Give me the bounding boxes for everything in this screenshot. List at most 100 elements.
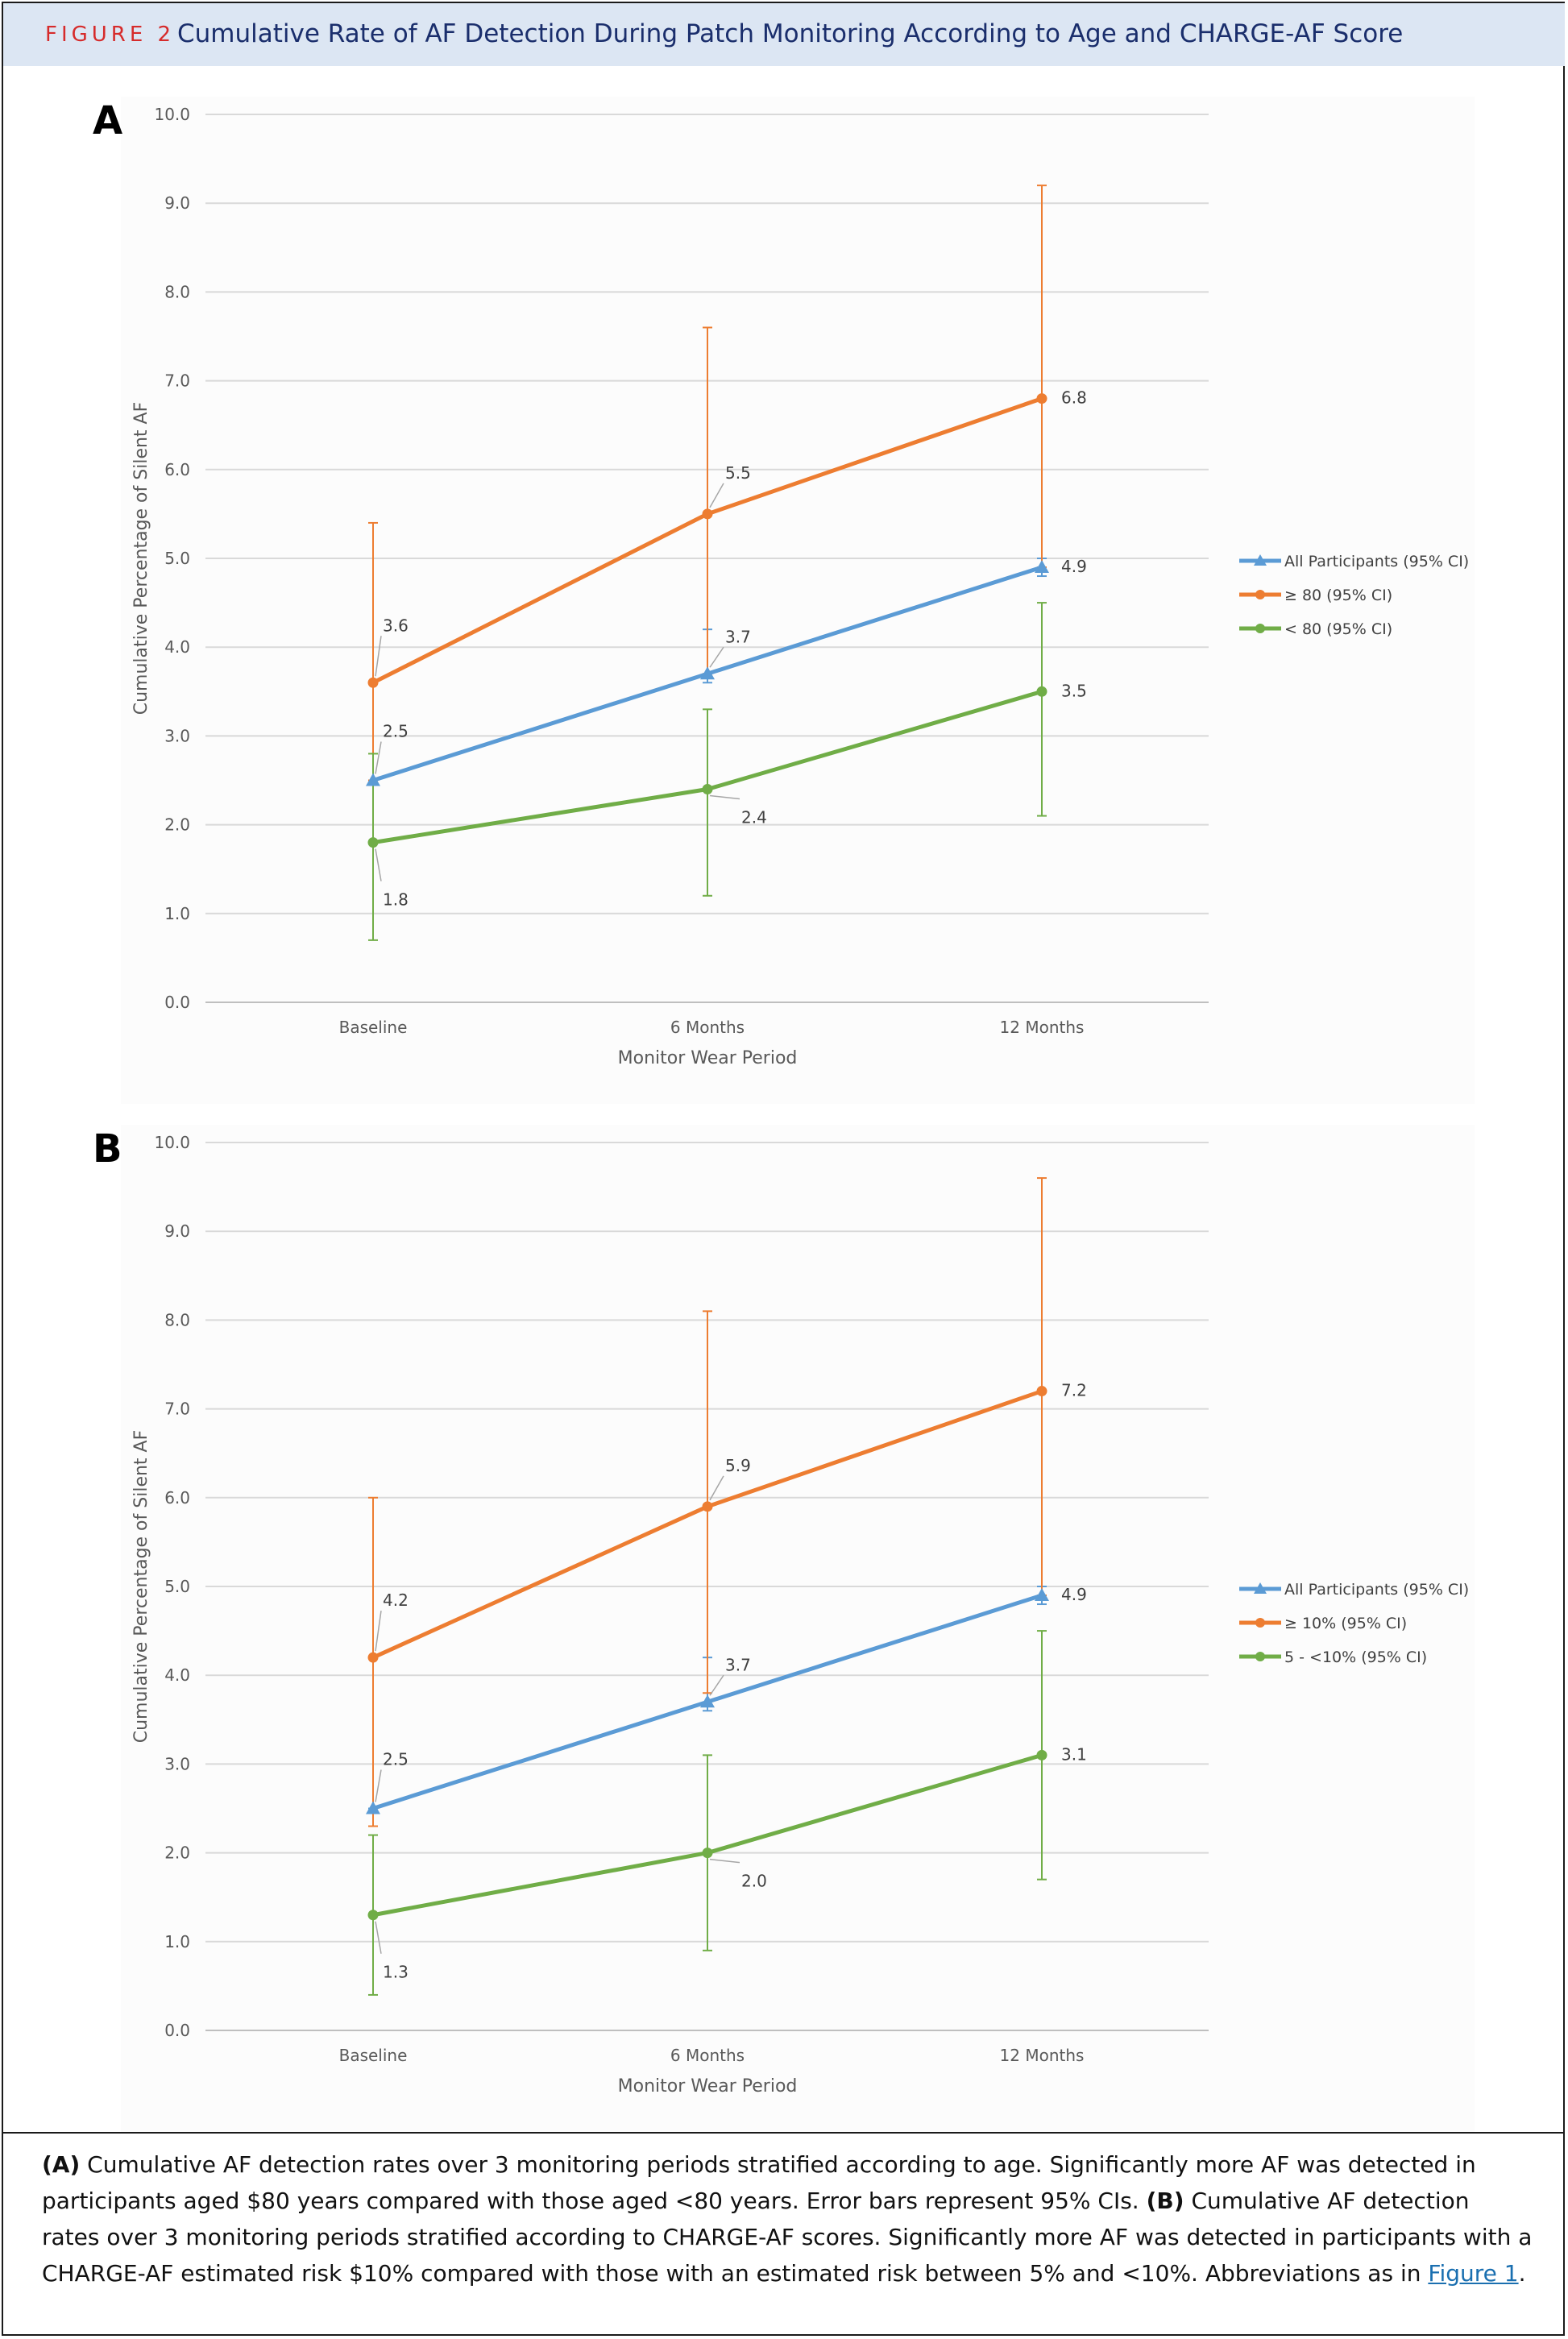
chart-panel-a: A 0.0 1.0 2.0 3.0 4.0 5.0 6.0 7.0 8.0 9.0 10.0 Basel… — [93, 97, 1475, 1104]
x-tick-label: 12 Months — [1000, 1018, 1085, 1037]
y-tick-label: 1.0 — [164, 1932, 190, 1951]
x-tick-label: Baseline — [339, 1018, 408, 1037]
plot-area — [121, 97, 1475, 1104]
y-tick-label: 3.0 — [164, 726, 190, 745]
data-label: 3.7 — [725, 1655, 751, 1674]
data-point — [1036, 1749, 1047, 1760]
data-point — [702, 508, 713, 520]
data-point — [367, 677, 379, 688]
caption-text-a: Cumulative AF detection rates over 3 mon… — [42, 2151, 1476, 2214]
legend-label: All Participants (95% CI) — [1284, 553, 1469, 570]
y-tick-label: 0.0 — [164, 993, 190, 1012]
data-label: 2.4 — [741, 808, 767, 827]
legend-label: 5 - <10% (95% CI) — [1284, 1648, 1427, 1666]
label-leader — [709, 1475, 724, 1501]
data-point — [700, 666, 715, 680]
label-leader — [709, 483, 724, 508]
y-tick-label: 5.0 — [164, 1577, 190, 1596]
data-point — [1036, 393, 1047, 404]
data-label: 3.1 — [1061, 1744, 1087, 1764]
data-label: 7.2 — [1061, 1381, 1087, 1400]
data-point — [702, 1501, 713, 1512]
label-leader — [375, 848, 382, 881]
caption-end: . — [1518, 2260, 1526, 2287]
caption-marker-b: (B) — [1146, 2188, 1184, 2214]
x-axis-title: Monitor Wear Period — [618, 1048, 798, 1068]
data-label: 2.0 — [741, 1872, 767, 1891]
y-axis-title: Cumulative Percentage of Silent AF — [131, 402, 151, 715]
y-tick-label: 2.0 — [164, 1843, 190, 1863]
data-label: 1.8 — [383, 890, 409, 910]
data-label: 4.9 — [1061, 1585, 1087, 1604]
y-tick-label: 8.0 — [164, 282, 190, 301]
data-point — [367, 1652, 379, 1663]
data-point — [700, 1694, 715, 1708]
data-label: 5.5 — [725, 463, 751, 483]
label-leader — [709, 794, 740, 800]
x-tick-label: Baseline — [339, 2046, 408, 2065]
data-point — [367, 837, 379, 848]
data-label: 4.9 — [1061, 557, 1087, 576]
figure-label: FIGURE 2 — [45, 23, 176, 47]
y-tick-label: 7.0 — [164, 1400, 190, 1419]
caption-divider — [3, 2132, 1565, 2134]
legend-marker — [1255, 1618, 1265, 1628]
y-axis-title: Cumulative Percentage of Silent AF — [131, 1430, 151, 1744]
figure-caption: (A) Cumulative AF detection rates over 3… — [42, 2146, 1533, 2291]
data-point — [702, 784, 713, 795]
y-tick-label: 3.0 — [164, 1754, 190, 1773]
label-leader — [375, 1611, 382, 1652]
y-tick-label: 6.0 — [164, 1488, 190, 1507]
x-tick-label: 6 Months — [670, 1018, 745, 1037]
data-point — [1035, 560, 1049, 574]
data-point — [366, 773, 380, 786]
label-leader — [709, 1674, 724, 1696]
y-tick-label: 8.0 — [164, 1310, 190, 1329]
y-tick-label: 1.0 — [164, 904, 190, 923]
data-point — [702, 1848, 713, 1859]
y-tick-label: 9.0 — [164, 1221, 190, 1241]
data-label: 2.5 — [383, 722, 409, 741]
figure-1-link[interactable]: Figure 1 — [1428, 2260, 1519, 2287]
data-point — [366, 1801, 380, 1814]
caption-marker-a: (A) — [42, 2151, 81, 2178]
label-leader — [375, 1921, 382, 1954]
figure-header: FIGURE 2 Cumulative Rate of AF Detection… — [3, 3, 1565, 66]
legend-marker — [1254, 554, 1267, 566]
figure-title: Cumulative Rate of AF Detection During P… — [177, 19, 1404, 48]
legend-label: All Participants (95% CI) — [1284, 1581, 1469, 1599]
data-label: 5.9 — [725, 1456, 751, 1475]
data-label: 4.2 — [383, 1590, 409, 1610]
data-label: 2.5 — [383, 1750, 409, 1769]
x-tick-label: 12 Months — [1000, 2046, 1085, 2065]
legend-label: ≥ 80 (95% CI) — [1284, 587, 1392, 604]
label-leader — [709, 646, 724, 668]
panel-letter: A — [93, 98, 122, 143]
y-tick-label: 2.0 — [164, 815, 190, 835]
label-leader — [375, 1769, 382, 1802]
y-tick-label: 4.0 — [164, 1665, 190, 1685]
y-tick-label: 6.0 — [164, 460, 190, 479]
data-point — [367, 1910, 379, 1921]
legend-marker — [1255, 590, 1265, 599]
y-tick-label: 4.0 — [164, 637, 190, 657]
caption-text-b: Cumulative AF detection rates over 3 mon… — [42, 2188, 1533, 2287]
x-axis-title: Monitor Wear Period — [618, 2076, 798, 2096]
data-label: 6.8 — [1061, 388, 1087, 408]
legend-marker — [1255, 1652, 1265, 1661]
panel-letter: B — [93, 1126, 122, 1172]
data-label: 1.3 — [383, 1963, 409, 1982]
data-point — [1036, 1386, 1047, 1397]
x-tick-label: 6 Months — [670, 2046, 745, 2065]
legend-marker — [1254, 1582, 1267, 1594]
data-label: 3.6 — [383, 616, 409, 635]
y-tick-label: 5.0 — [164, 549, 190, 568]
legend-label: ≥ 10% (95% CI) — [1284, 1615, 1407, 1632]
y-tick-label: 0.0 — [164, 2021, 190, 2040]
plot-area — [121, 1125, 1475, 2132]
label-leader — [375, 741, 382, 774]
chart-panel-b: B 0.0 1.0 2.0 3.0 4.0 5.0 6.0 7.0 8.0 9.0 10.0 Basel… — [93, 1125, 1475, 2132]
legend-marker — [1255, 624, 1265, 633]
data-label: 3.7 — [725, 627, 751, 646]
